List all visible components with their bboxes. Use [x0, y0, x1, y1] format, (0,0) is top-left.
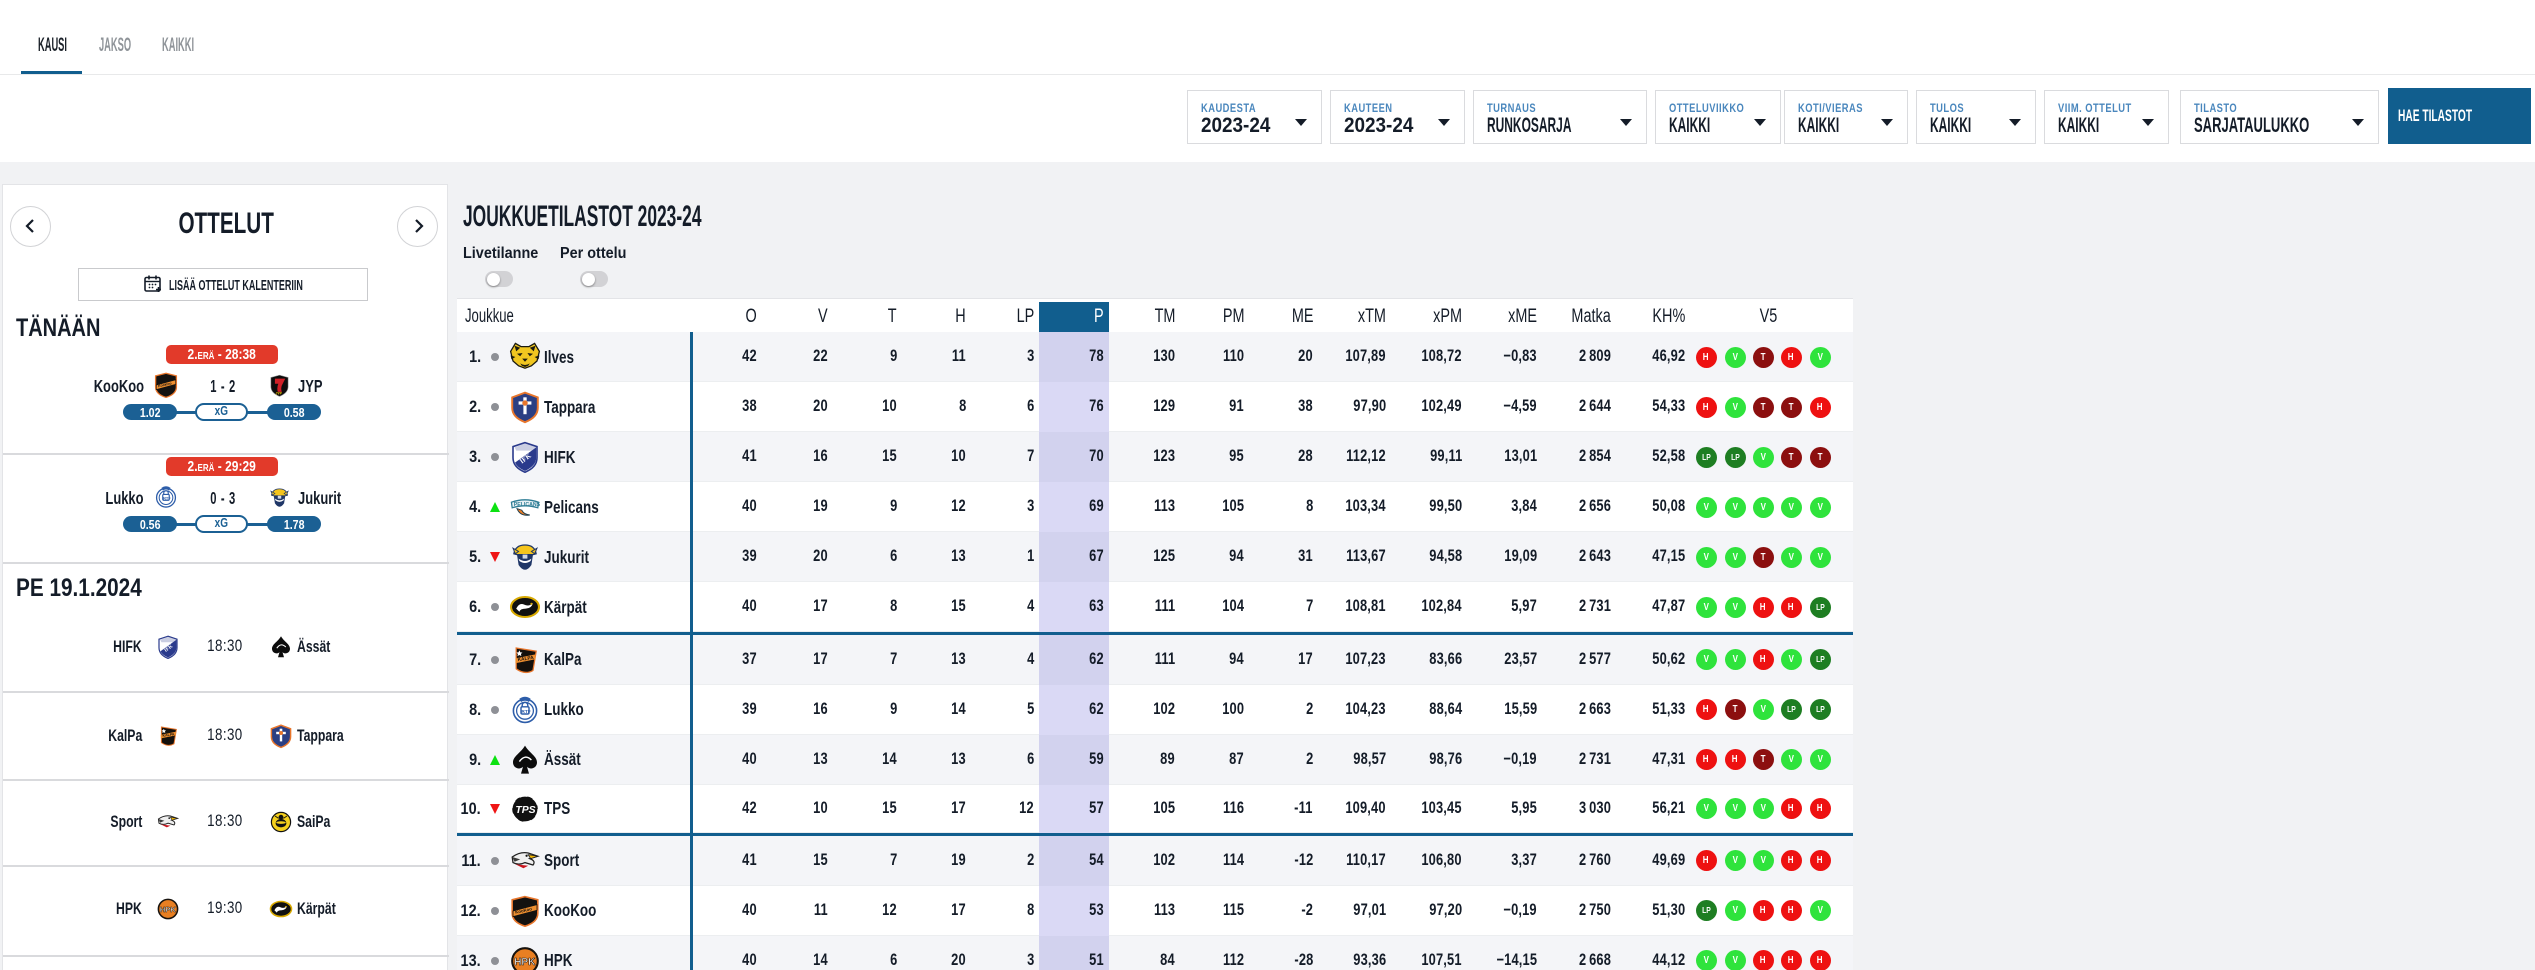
- svg-text:HPK: HPK: [514, 957, 536, 968]
- svg-text:TPS: TPS: [515, 805, 535, 816]
- svg-text:KooKoo: KooKoo: [514, 906, 532, 915]
- svg-text:KALPA: KALPA: [162, 732, 175, 738]
- svg-text:IFK: IFK: [163, 644, 174, 654]
- svg-text:KooKoo: KooKoo: [158, 381, 173, 388]
- svg-text:JYP: JYP: [275, 392, 282, 396]
- svg-text:HPK: HPK: [160, 905, 176, 914]
- svg-text:KALPA: KALPA: [517, 654, 534, 662]
- svg-text:PELICANS: PELICANS: [513, 502, 540, 508]
- svg-text:RTF: RTF: [521, 709, 530, 715]
- svg-text:RTF: RTF: [163, 496, 171, 501]
